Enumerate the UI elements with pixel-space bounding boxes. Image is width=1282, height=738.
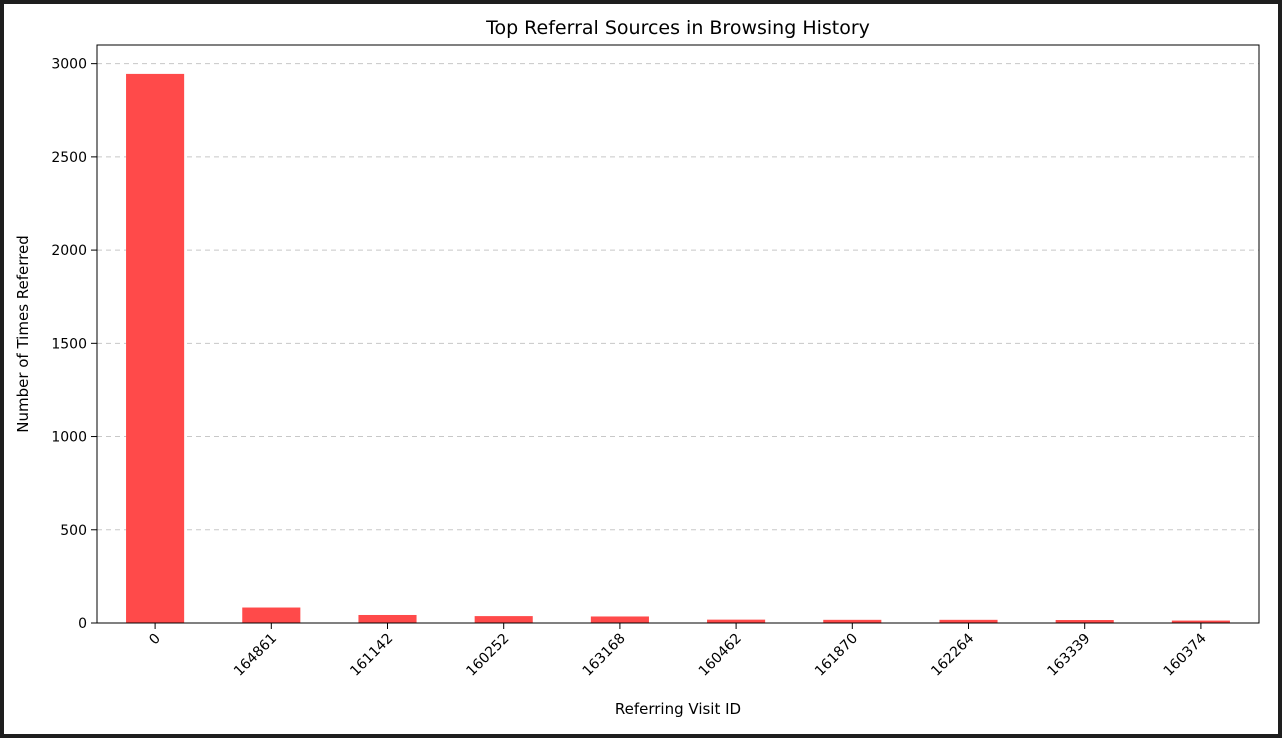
- bar: [1171, 620, 1230, 623]
- bar: [590, 616, 649, 623]
- y-axis-ticks: 0 500 1000 1500 2000 2500 3000: [51, 57, 97, 632]
- bar: [823, 619, 882, 623]
- chart-title: Top Referral Sources in Browsing History: [485, 17, 870, 39]
- x-tick-label: 161142: [347, 631, 396, 680]
- x-tick-label: 162264: [928, 630, 977, 679]
- x-axis-label: Referring Visit ID: [615, 700, 741, 718]
- bars: [126, 73, 1230, 623]
- bar: [358, 614, 417, 623]
- y-tick-label: 2500: [51, 150, 87, 166]
- x-tick-label: 0: [146, 631, 164, 649]
- bar: [474, 616, 533, 623]
- y-tick-label: 0: [78, 616, 87, 632]
- plot-frame: [96, 44, 1260, 624]
- bar: [1055, 620, 1114, 623]
- x-tick-label: 160374: [1161, 630, 1210, 679]
- y-axis-label: Number of Times Referred: [14, 235, 32, 433]
- y-tick-label: 500: [60, 523, 87, 539]
- y-tick-label: 1000: [51, 430, 87, 446]
- y-tick-label: 3000: [51, 57, 87, 73]
- x-tick-label: 161870: [812, 631, 861, 680]
- y-tick-label: 1500: [51, 336, 87, 352]
- x-tick-label: 160462: [696, 631, 745, 680]
- y-tick-label: 2000: [51, 243, 87, 259]
- x-axis-ticks: 0 164861 161142 160252 163168 160462 161870 162…: [146, 623, 1210, 680]
- x-tick-label: 163168: [580, 631, 629, 680]
- x-tick-label: 160252: [463, 631, 512, 680]
- x-tick-label: 163339: [1044, 631, 1093, 680]
- x-tick-label: 164861: [231, 631, 280, 680]
- bar-chart: 0 500 1000 1500 2000 2500 3000 0 164861 161142 16…: [14, 17, 1260, 718]
- bar: [939, 619, 998, 623]
- chart-figure: 0 500 1000 1500 2000 2500 3000 0 164861 161142 16…: [4, 4, 1278, 734]
- grid-lines: [97, 63, 1259, 531]
- bar: [242, 607, 301, 623]
- bar: [126, 73, 185, 623]
- bar: [707, 619, 766, 623]
